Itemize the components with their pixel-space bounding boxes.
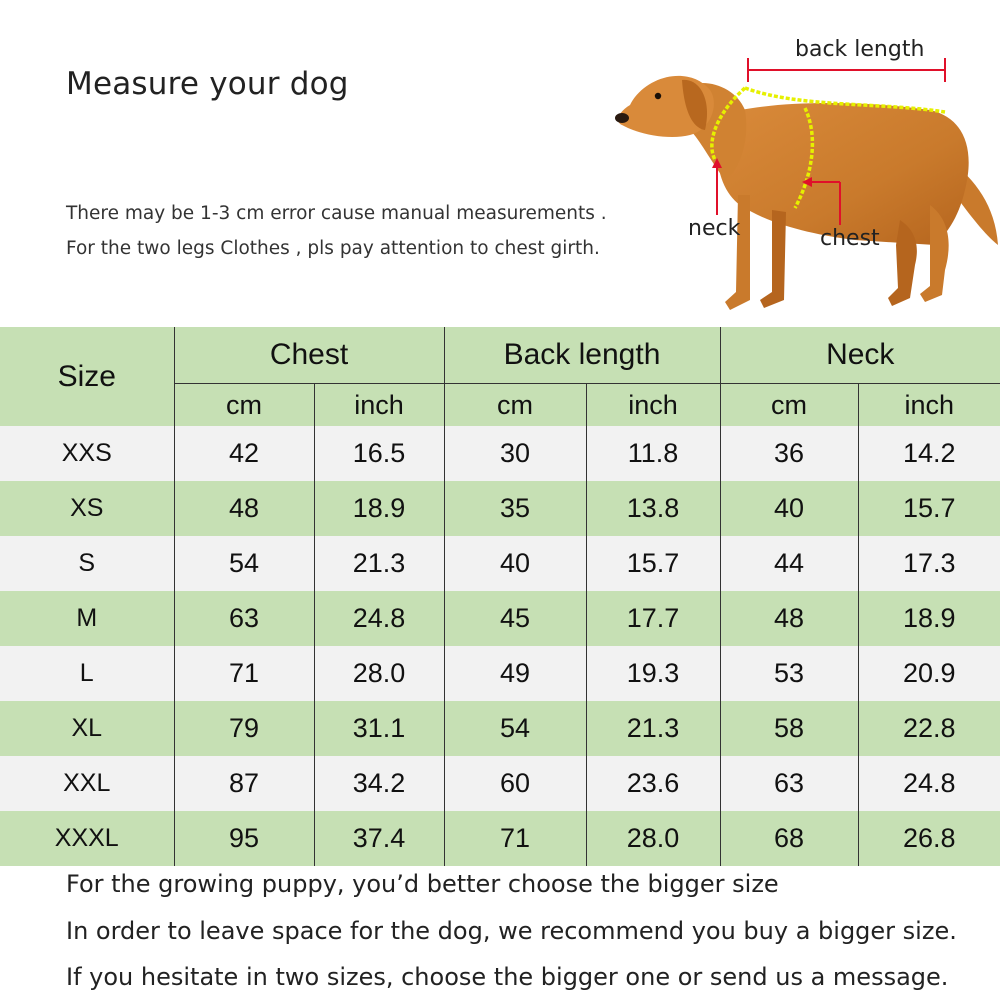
size-cell: XL	[0, 701, 174, 756]
chest-girth-note: For the two legs Clothes , pls pay atten…	[66, 238, 600, 259]
table-cell: 49	[443, 646, 586, 701]
size-cell: XS	[0, 481, 174, 536]
table-row: L 71 28.0 49 19.3 53 20.9	[0, 646, 1000, 701]
dog-illustration	[615, 58, 998, 310]
table-cell: 48	[173, 481, 314, 536]
size-cell: XXS	[0, 426, 174, 481]
unit-header: cm	[443, 383, 586, 426]
size-cell: XXXL	[0, 811, 174, 866]
table-cell: 68	[719, 811, 858, 866]
table-cell: 19.3	[585, 646, 720, 701]
table-row: XXL 87 34.2 60 23.6 63 24.8	[0, 756, 1000, 811]
chest-header: Chest	[173, 327, 444, 384]
table-cell: 44	[719, 536, 858, 591]
neck-label: neck	[688, 216, 741, 241]
unit-header: cm	[719, 383, 858, 426]
table-cell: 17.3	[857, 536, 1000, 591]
table-cell: 18.9	[857, 591, 1000, 646]
size-cell: S	[0, 536, 174, 591]
size-cell: M	[0, 591, 174, 646]
footer-note-hesitate: If you hesitate in two sizes, choose the…	[66, 963, 949, 991]
table-cell: 63	[173, 591, 314, 646]
size-cell: XXL	[0, 756, 174, 811]
table-cell: 15.7	[857, 481, 1000, 536]
table-cell: 31.1	[313, 701, 444, 756]
table-cell: 22.8	[857, 701, 1000, 756]
table-cell: 40	[443, 536, 586, 591]
table-cell: 28.0	[313, 646, 444, 701]
table-cell: 40	[719, 481, 858, 536]
table-cell: 26.8	[857, 811, 1000, 866]
dog-measurement-diagram: back length neck chest	[600, 30, 1000, 325]
table-row: M 63 24.8 45 17.7 48 18.9	[0, 591, 1000, 646]
table-cell: 24.8	[857, 756, 1000, 811]
table-cell: 13.8	[585, 481, 720, 536]
table-row: XL 79 31.1 54 21.3 58 22.8	[0, 701, 1000, 756]
unit-header: inch	[857, 383, 1000, 426]
measurement-note: There may be 1-3 cm error cause manual m…	[66, 203, 607, 224]
table-cell: 95	[173, 811, 314, 866]
table-cell: 60	[443, 756, 586, 811]
table-cell: 21.3	[585, 701, 720, 756]
table-cell: 36	[719, 426, 858, 481]
table-cell: 20.9	[857, 646, 1000, 701]
table-cell: 18.9	[313, 481, 444, 536]
table-cell: 21.3	[313, 536, 444, 591]
table-cell: 28.0	[585, 811, 720, 866]
table-cell: 87	[173, 756, 314, 811]
page-title: Measure your dog	[66, 66, 349, 102]
table-cell: 54	[443, 701, 586, 756]
table-cell: 16.5	[313, 426, 444, 481]
table-cell: 34.2	[313, 756, 444, 811]
table-cell: 23.6	[585, 756, 720, 811]
unit-header: inch	[585, 383, 720, 426]
table-cell: 79	[173, 701, 314, 756]
unit-header: cm	[173, 383, 314, 426]
size-table: Size Chest Back length Neck cm inch cm i…	[0, 327, 1000, 866]
size-header: Size	[0, 327, 174, 426]
table-cell: 71	[443, 811, 586, 866]
table-cell: 45	[443, 591, 586, 646]
neck-header: Neck	[719, 327, 1000, 384]
footer-note-puppy: For the growing puppy, you’d better choo…	[66, 870, 779, 898]
table-cell: 48	[719, 591, 858, 646]
table-cell: 15.7	[585, 536, 720, 591]
back-length-header: Back length	[443, 327, 720, 384]
table-cell: 71	[173, 646, 314, 701]
size-cell: L	[0, 646, 174, 701]
table-cell: 35	[443, 481, 586, 536]
table-row: XS 48 18.9 35 13.8 40 15.7	[0, 481, 1000, 536]
back-length-label: back length	[795, 37, 925, 62]
table-cell: 11.8	[585, 426, 720, 481]
table-cell: 53	[719, 646, 858, 701]
table-cell: 14.2	[857, 426, 1000, 481]
table-row: XXXL 95 37.4 71 28.0 68 26.8	[0, 811, 1000, 866]
footer-note-recommend: In order to leave space for the dog, we …	[66, 917, 957, 945]
table-cell: 63	[719, 756, 858, 811]
table-cell: 17.7	[585, 591, 720, 646]
table-cell: 30	[443, 426, 586, 481]
unit-header: inch	[313, 383, 444, 426]
table-cell: 24.8	[313, 591, 444, 646]
chest-label: chest	[820, 226, 880, 251]
table-row: XXS 42 16.5 30 11.8 36 14.2	[0, 426, 1000, 481]
table-row: S 54 21.3 40 15.7 44 17.3	[0, 536, 1000, 591]
size-chart: Size Chest Back length Neck cm inch cm i…	[0, 327, 1000, 866]
table-cell: 37.4	[313, 811, 444, 866]
table-cell: 54	[173, 536, 314, 591]
table-cell: 58	[719, 701, 858, 756]
table-cell: 42	[173, 426, 314, 481]
